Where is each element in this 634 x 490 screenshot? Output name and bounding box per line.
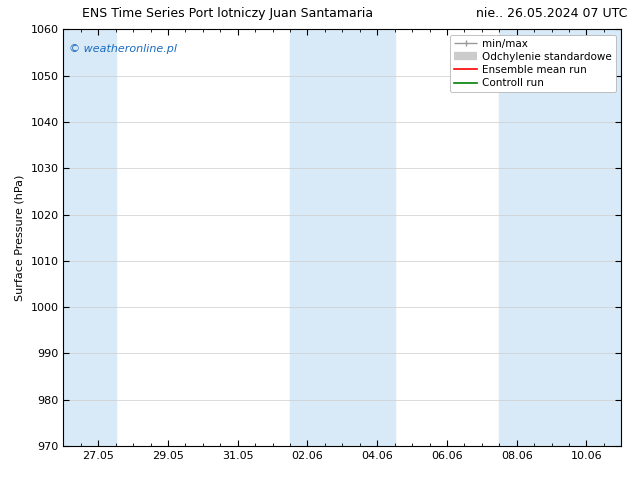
Text: ENS Time Series Port lotniczy Juan Santamaria: ENS Time Series Port lotniczy Juan Santa… — [82, 7, 373, 21]
Y-axis label: Surface Pressure (hPa): Surface Pressure (hPa) — [15, 174, 25, 301]
Text: © weatheronline.pl: © weatheronline.pl — [69, 44, 177, 54]
Bar — [500, 29, 621, 446]
Text: nie.. 26.05.2024 07 UTC: nie.. 26.05.2024 07 UTC — [476, 7, 628, 21]
Bar — [290, 29, 394, 446]
Legend: min/max, Odchylenie standardowe, Ensemble mean run, Controll run: min/max, Odchylenie standardowe, Ensembl… — [450, 35, 616, 92]
Bar — [63, 29, 115, 446]
